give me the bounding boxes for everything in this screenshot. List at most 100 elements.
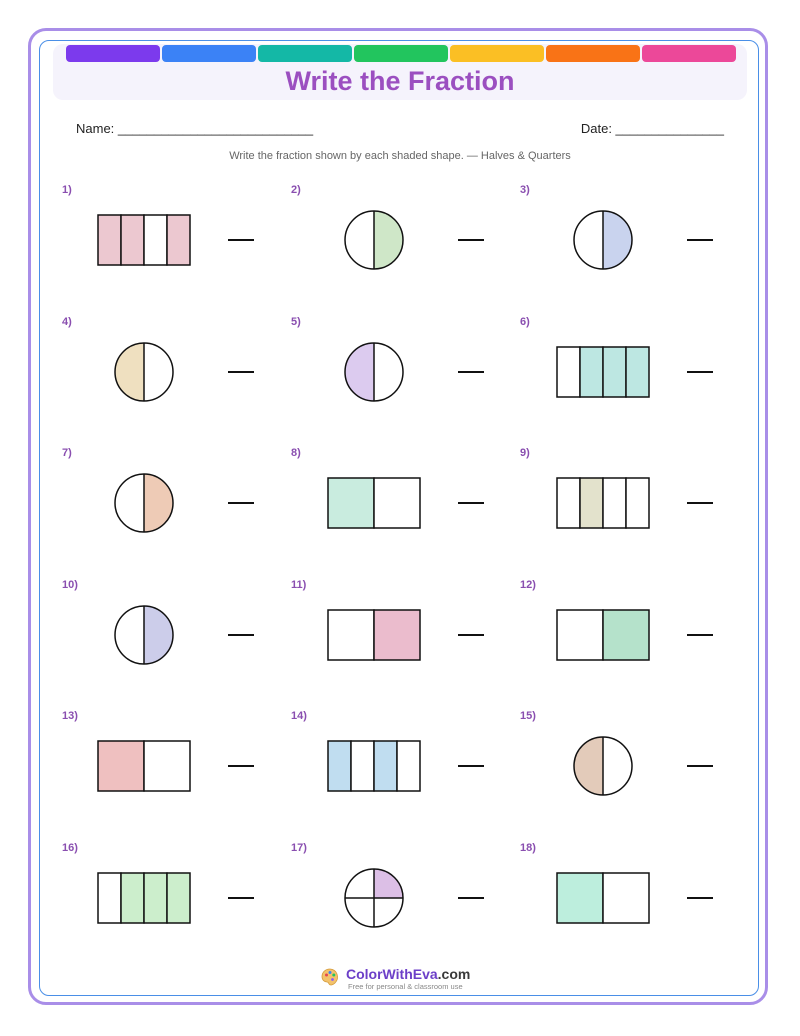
- unshaded-part: [556, 345, 581, 398]
- unshaded-part: [373, 477, 421, 529]
- answer-line[interactable]: [458, 239, 484, 241]
- brand-suffix: .com: [437, 966, 471, 982]
- shaded-part: [120, 214, 145, 266]
- unshaded-part: [602, 477, 627, 529]
- date-field[interactable]: Date: _______________: [580, 121, 724, 136]
- answer-line[interactable]: [458, 370, 484, 373]
- page-inner-border: [39, 40, 759, 996]
- color-bar-segment: [354, 45, 448, 62]
- circle-border: [573, 210, 633, 270]
- fraction-circle-shape: [114, 473, 174, 533]
- instructions: Write the fraction shown by each shaded …: [229, 150, 571, 162]
- problem-number: 4): [62, 315, 72, 328]
- shaded-part: [144, 605, 173, 664]
- circle-border: [114, 473, 174, 533]
- circle-border: [114, 604, 174, 665]
- fraction-bar-shape: [97, 740, 191, 792]
- shaded-part: [603, 211, 632, 269]
- shaded-part: [166, 871, 191, 924]
- fraction-circle-shape: [114, 604, 174, 665]
- shaded-part: [120, 871, 145, 924]
- problem-number: 11): [291, 578, 307, 591]
- shaded-part: [602, 608, 650, 661]
- problem-number: 10): [62, 578, 78, 591]
- answer-line[interactable]: [228, 765, 254, 767]
- shaded-part: [327, 740, 352, 792]
- shaded-part: [144, 474, 173, 532]
- fraction-bar-shape: [556, 345, 650, 398]
- fraction-circle-shape: [573, 210, 633, 270]
- shaded-part: [625, 345, 650, 398]
- problem-number: 9): [520, 447, 530, 459]
- problem-number: 2): [291, 184, 301, 196]
- unshaded-part: [350, 740, 375, 792]
- color-bar-segment: [66, 45, 160, 62]
- shaded-part: [97, 214, 122, 266]
- unshaded-part: [97, 871, 122, 924]
- page-outer-border: [28, 28, 768, 1005]
- shaded-part: [374, 211, 403, 269]
- shaded-part: [166, 214, 191, 266]
- shaded-part: [115, 342, 144, 401]
- circle-border: [344, 867, 404, 928]
- answer-line[interactable]: [458, 896, 484, 899]
- fraction-circle-shape: [344, 210, 404, 270]
- shaded-part: [373, 740, 398, 792]
- circle-border: [573, 736, 633, 796]
- unshaded-part: [556, 608, 604, 661]
- fraction-circle-shape: [344, 341, 404, 402]
- shaded-part: [574, 737, 603, 795]
- fraction-bar-shape: [327, 740, 421, 792]
- fraction-circle-shape: [114, 341, 174, 402]
- problem-number: 12): [520, 578, 536, 591]
- color-bar-segment: [450, 45, 544, 62]
- shaded-part: [373, 608, 421, 661]
- answer-line[interactable]: [687, 239, 713, 241]
- answer-line[interactable]: [687, 896, 713, 899]
- unshaded-part: [602, 871, 650, 924]
- page-title: Write the Fraction: [285, 66, 515, 96]
- answer-line[interactable]: [228, 370, 254, 373]
- fraction-bar-shape: [556, 608, 650, 661]
- answer-line[interactable]: [228, 239, 254, 241]
- fraction-bar-shape: [97, 214, 191, 266]
- unshaded-part: [143, 214, 168, 266]
- answer-line[interactable]: [228, 896, 254, 899]
- answer-line[interactable]: [458, 502, 484, 504]
- color-bar-segment: [162, 45, 256, 62]
- unshaded-part: [143, 740, 191, 792]
- color-bar-segment: [258, 45, 352, 62]
- problem-number: 8): [291, 447, 301, 459]
- circle-border: [344, 341, 404, 402]
- shaded-part: [143, 871, 168, 924]
- problem-number: 15): [520, 710, 536, 722]
- fraction-bar-shape: [556, 477, 650, 529]
- unshaded-part: [556, 477, 581, 529]
- answer-line[interactable]: [228, 633, 254, 636]
- palette-icon: [321, 968, 338, 986]
- circle-border: [114, 341, 174, 402]
- shaded-part: [345, 342, 374, 401]
- shaded-part: [602, 345, 627, 398]
- fraction-bar-shape: [97, 871, 191, 924]
- unshaded-part: [625, 477, 650, 529]
- problem-number: 14): [291, 710, 307, 722]
- name-field[interactable]: Name: ___________________________: [76, 121, 314, 136]
- shaded-part: [97, 740, 145, 792]
- brand-name[interactable]: ColorWithEva.com: [346, 966, 470, 982]
- answer-line[interactable]: [687, 502, 713, 504]
- problem-number: 3): [520, 184, 530, 196]
- brand-tagline: Free for personal & classroom use: [348, 982, 463, 991]
- answer-line[interactable]: [687, 633, 713, 636]
- answer-line[interactable]: [228, 502, 254, 504]
- shaded-part: [579, 345, 604, 398]
- problem-number: 5): [291, 315, 301, 328]
- answer-line[interactable]: [458, 765, 484, 767]
- answer-line[interactable]: [458, 633, 484, 636]
- footer-logo: ColorWithEva.com Free for personal & cla…: [320, 966, 510, 994]
- problem-number: 18): [520, 841, 536, 854]
- problem-number: 16): [62, 841, 78, 854]
- answer-line[interactable]: [687, 370, 713, 373]
- answer-line[interactable]: [687, 765, 713, 767]
- problem-number: 1): [62, 184, 72, 196]
